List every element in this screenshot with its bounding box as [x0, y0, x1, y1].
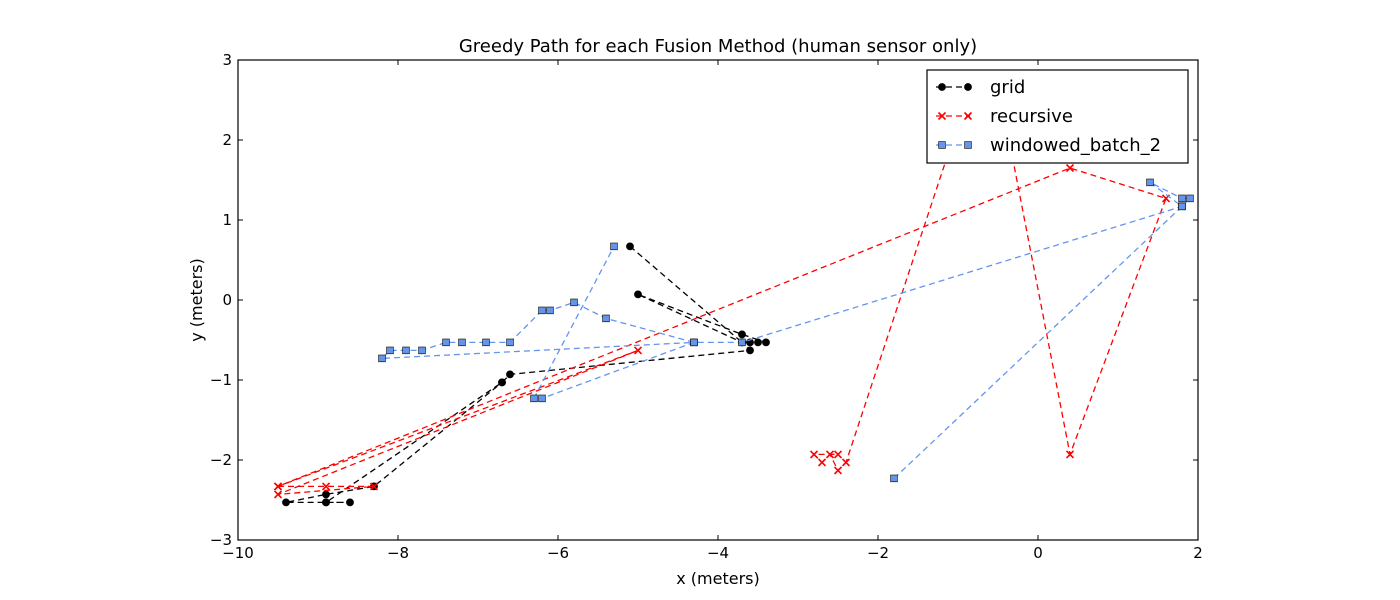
data-point-windowed_batch_2: [482, 338, 490, 347]
data-point-recursive: [833, 450, 843, 459]
data-point-windowed_batch_2: [1146, 178, 1154, 187]
data-point-recursive: [273, 490, 283, 499]
data-point-grid: [634, 290, 642, 299]
data-point-windowed_batch_2: [546, 306, 554, 315]
y-tick-label: −1: [210, 371, 232, 389]
y-axis-label: y (meters): [187, 258, 206, 342]
legend-entry-grid: grid: [936, 77, 1025, 98]
y-tick-label: −2: [210, 451, 232, 469]
legend-marker: [964, 83, 972, 91]
data-point-recursive: [825, 450, 835, 459]
data-point-grid: [746, 346, 754, 355]
data-point-grid: [626, 242, 634, 251]
data-point-grid: [762, 338, 770, 347]
series-grid: [282, 242, 770, 507]
series-line-grid: [285, 245, 767, 504]
legend-label: grid: [990, 77, 1025, 98]
data-point-windowed_batch_2: [1178, 202, 1186, 211]
data-point-windowed_batch_2: [458, 338, 466, 347]
series-windowed_batch_2: [378, 178, 1194, 483]
legend-marker: [938, 141, 946, 149]
data-point-recursive: [1065, 450, 1075, 459]
x-tick-label: −6: [547, 544, 569, 562]
data-point-grid: [738, 330, 746, 339]
legend: grid recursive windowed_batch_2: [926, 69, 1189, 164]
data-point-windowed_batch_2: [1186, 194, 1194, 203]
data-point-windowed_batch_2: [418, 346, 426, 355]
data-point-grid: [346, 498, 354, 507]
data-point-recursive: [321, 482, 331, 491]
data-point-grid: [322, 498, 330, 507]
data-point-recursive: [273, 482, 283, 491]
data-point-windowed_batch_2: [890, 474, 898, 483]
legend-entries: grid recursive windowed_batch_2: [936, 77, 1161, 156]
data-point-windowed_batch_2: [506, 338, 514, 347]
data-point-recursive: [833, 466, 843, 475]
legend-label: windowed_batch_2: [990, 135, 1161, 156]
y-tick-label: 0: [222, 291, 232, 309]
y-tick-label: −3: [210, 531, 232, 549]
data-point-windowed_batch_2: [690, 338, 698, 347]
data-point-windowed_batch_2: [378, 354, 386, 363]
data-point-grid: [322, 490, 330, 499]
data-point-windowed_batch_2: [530, 394, 538, 403]
series-line-recursive: [277, 123, 1167, 496]
chart-title: Greedy Path for each Fusion Method (huma…: [459, 36, 977, 57]
legend-entry-recursive: recursive: [936, 106, 1073, 127]
x-axis-label: x (meters): [676, 569, 760, 588]
data-point-windowed_batch_2: [538, 394, 546, 403]
data-point-windowed_batch_2: [442, 338, 450, 347]
data-point-recursive: [841, 458, 851, 467]
legend-entry-windowed_batch_2: windowed_batch_2: [936, 135, 1161, 156]
data-point-grid: [282, 498, 290, 507]
data-point-recursive: [1065, 163, 1075, 173]
data-point-windowed_batch_2: [386, 346, 394, 355]
data-point-recursive: [817, 458, 827, 467]
legend-marker: [938, 83, 946, 91]
legend-marker: [937, 111, 947, 121]
series-recursive: [273, 119, 1171, 499]
series-layer: [273, 119, 1194, 507]
data-point-grid: [498, 378, 506, 387]
x-tick-label: 2: [1193, 544, 1203, 562]
x-tick-label: −10: [222, 544, 254, 562]
x-tick-label: 0: [1033, 544, 1043, 562]
data-point-windowed_batch_2: [570, 298, 578, 307]
legend-marker: [964, 141, 972, 149]
data-point-recursive: [369, 482, 379, 491]
data-point-windowed_batch_2: [738, 338, 746, 347]
y-tick-label: 2: [222, 131, 232, 149]
data-point-windowed_batch_2: [602, 314, 610, 323]
x-tick-label: −4: [707, 544, 729, 562]
y-tick-label: 3: [222, 51, 232, 69]
legend-label: recursive: [990, 106, 1073, 127]
data-point-windowed_batch_2: [402, 346, 410, 355]
series-line-windowed_batch_2: [380, 181, 1192, 479]
x-tick-label: −2: [867, 544, 889, 562]
data-point-windowed_batch_2: [610, 242, 618, 251]
legend-marker: [963, 111, 973, 121]
data-point-recursive: [633, 346, 643, 355]
y-tick-label: 1: [222, 211, 232, 229]
data-point-windowed_batch_2: [538, 306, 546, 315]
data-point-grid: [506, 370, 514, 379]
x-tick-label: −8: [387, 544, 409, 562]
data-point-recursive: [809, 450, 819, 459]
data-point-windowed_batch_2: [1178, 194, 1186, 203]
data-point-grid: [754, 338, 762, 347]
